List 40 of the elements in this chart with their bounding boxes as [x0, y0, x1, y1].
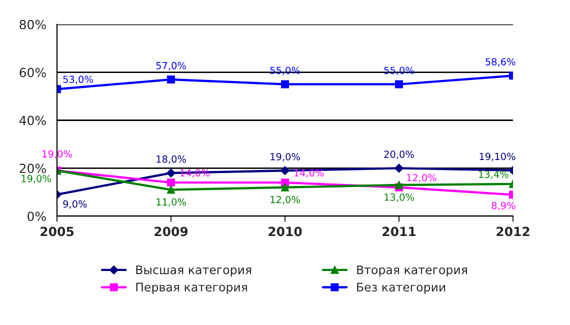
x-tick-label: 2009	[154, 226, 188, 236]
data-label: 53,0%	[63, 76, 93, 84]
data-label: 19,10%	[480, 152, 516, 162]
data-label: 11,0%	[156, 198, 186, 207]
data-label: 13,0%	[384, 193, 414, 202]
data-label: 14,0%	[294, 169, 324, 178]
legend-label: Вторая категория	[357, 265, 467, 277]
legend-label: Высшая категория	[136, 265, 252, 277]
data-label: 58,6%	[486, 58, 516, 66]
x-tick-label: 2010	[268, 226, 302, 236]
data-label: 20,0%	[384, 150, 414, 159]
data-label: 8,9%	[492, 202, 516, 210]
y-tick-label: 60%	[20, 68, 46, 78]
data-label: 57,0%	[156, 62, 186, 70]
point	[394, 164, 404, 173]
y-tick-label: 0%	[28, 212, 46, 222]
x-tick-label: 2012	[496, 226, 530, 236]
data-label: 18,0%	[156, 155, 186, 164]
data-label: 19,0%	[22, 174, 51, 184]
point	[395, 80, 403, 88]
point	[280, 166, 290, 176]
legend-label: Первая категория	[136, 282, 247, 294]
y-tick-label: 80%	[20, 20, 46, 30]
point	[167, 76, 175, 84]
point	[167, 186, 175, 194]
data-label: 13,4%	[479, 170, 508, 179]
x-tick-label: 2011	[382, 226, 416, 236]
point	[281, 183, 289, 192]
data-label: 12,0%	[407, 174, 436, 182]
point	[395, 180, 403, 189]
point	[281, 80, 289, 88]
legend-label: Без категории	[357, 282, 446, 294]
data-label: 19,0%	[270, 153, 300, 162]
point	[166, 168, 176, 178]
data-label: 9,0%	[63, 200, 87, 209]
data-label: 12,0%	[270, 196, 300, 204]
y-tick-label: 20%	[20, 164, 46, 174]
y-tick-label: 40%	[19, 116, 46, 126]
point	[167, 178, 175, 187]
x-tick-label: 2005	[40, 226, 74, 236]
